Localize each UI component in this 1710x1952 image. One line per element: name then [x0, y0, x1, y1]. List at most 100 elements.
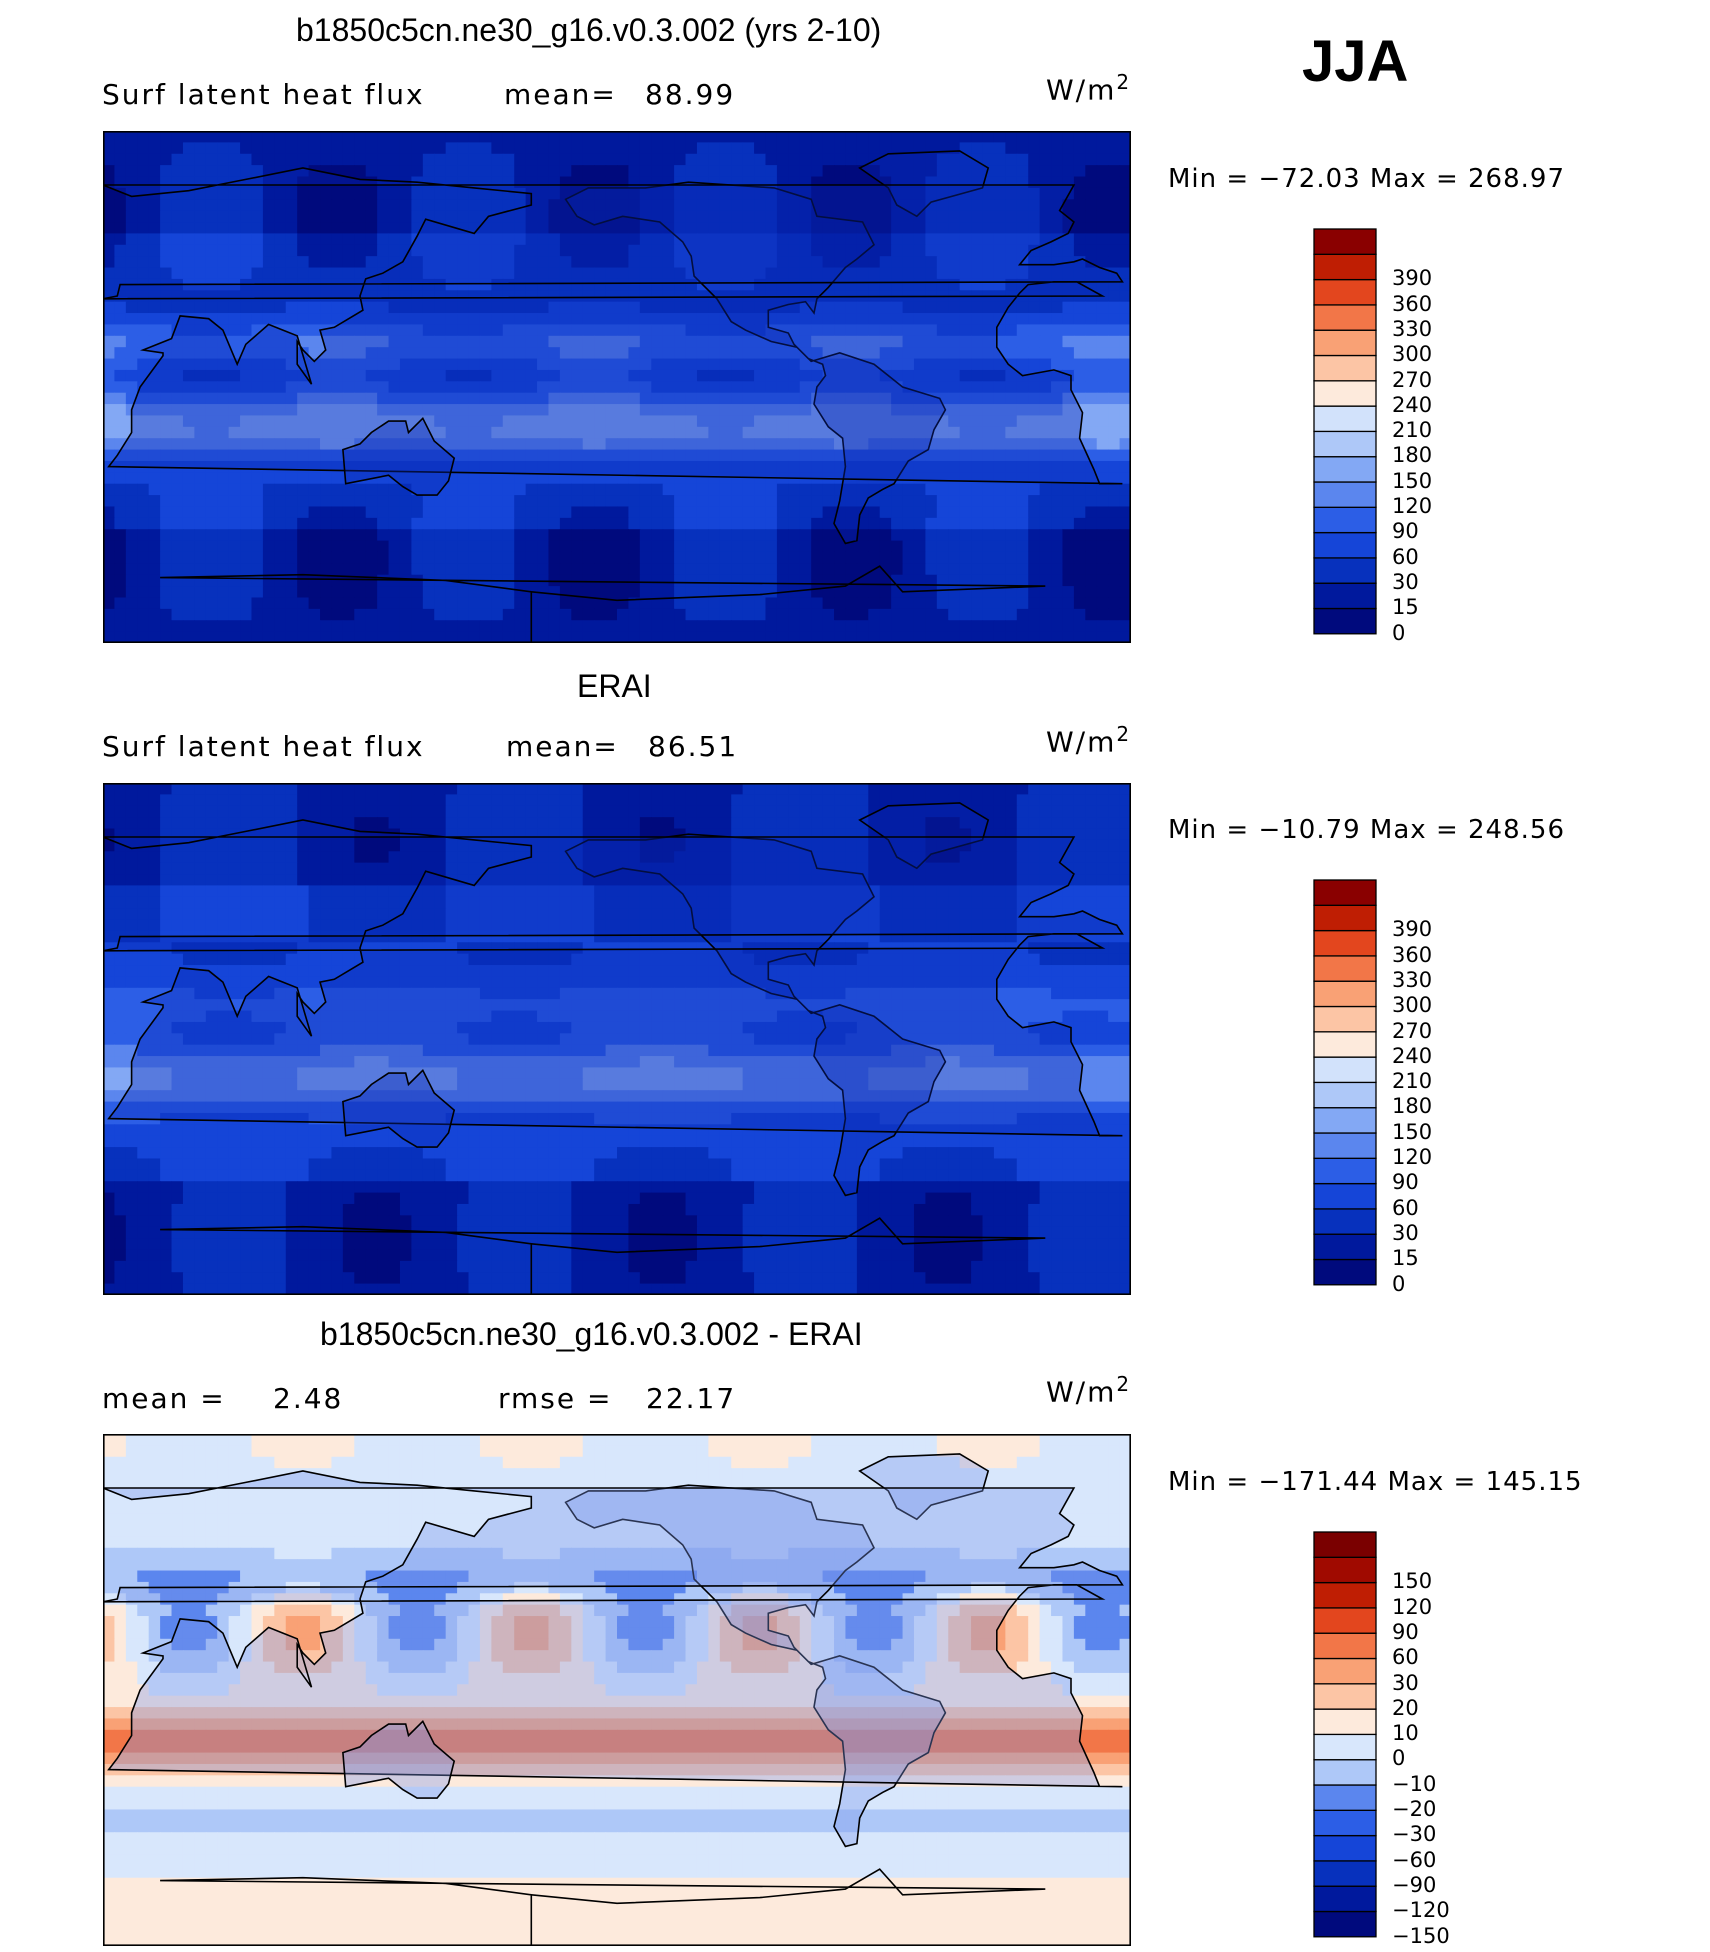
- field-cell: [948, 631, 961, 643]
- field-cell: [125, 597, 138, 610]
- field-cell: [765, 620, 778, 633]
- field-cell: [1039, 506, 1052, 519]
- field-cell: [1062, 828, 1075, 841]
- field-cell: [320, 540, 333, 553]
- field-cell: [525, 324, 538, 337]
- field-cell: [799, 551, 812, 564]
- field-cell: [719, 885, 732, 898]
- field-cell: [468, 404, 481, 417]
- field-cell: [217, 347, 230, 360]
- field-cell: [548, 244, 561, 257]
- field-cell: [582, 244, 595, 257]
- field-cell: [731, 472, 744, 485]
- panel1-minmax: Min = −72.03 Max = 268.97: [1168, 164, 1565, 194]
- field-cell: [537, 805, 550, 818]
- field-cell: [148, 472, 161, 485]
- field-cell: [411, 472, 424, 485]
- field-cell: [662, 278, 675, 291]
- field-cell: [354, 495, 367, 508]
- field-cell: [879, 233, 892, 246]
- field-cell: [594, 517, 607, 530]
- field-cell: [240, 369, 253, 382]
- field-cell: [240, 187, 253, 200]
- field-cell: [354, 828, 367, 841]
- field-cell: [811, 233, 824, 246]
- field-cell: [114, 495, 127, 508]
- field-cell: [171, 438, 184, 451]
- field-cell: [571, 313, 584, 326]
- field-cell: [137, 885, 150, 898]
- field-cell: [776, 460, 789, 473]
- field-cell: [754, 839, 767, 852]
- field-cell: [639, 828, 652, 841]
- field-cell: [628, 563, 641, 576]
- field-cell: [399, 495, 412, 508]
- field-cell: [948, 324, 961, 337]
- field-cell: [194, 794, 207, 807]
- field-cell: [685, 506, 698, 519]
- field-cell: [731, 839, 744, 852]
- field-cell: [731, 369, 744, 382]
- field-cell: [902, 187, 915, 200]
- field-cell: [422, 563, 435, 576]
- field-cell: [514, 483, 527, 496]
- field-cell: [468, 874, 481, 886]
- field-cell: [845, 828, 858, 841]
- field-cell: [834, 392, 847, 405]
- field-cell: [285, 817, 298, 830]
- field-cell: [776, 551, 789, 564]
- field-cell: [548, 438, 561, 451]
- field-cell: [594, 529, 607, 542]
- field-cell: [708, 210, 721, 223]
- field-cell: [685, 794, 698, 807]
- field-cell: [399, 460, 412, 473]
- field-cell: [182, 404, 195, 417]
- field-cell: [103, 839, 116, 852]
- field-cell: [799, 176, 812, 189]
- field-cell: [959, 165, 972, 178]
- field-cell: [537, 839, 550, 852]
- field-cell: [811, 597, 824, 610]
- field-cell: [434, 805, 447, 818]
- field-cell: [834, 222, 847, 234]
- field-cell: [274, 839, 287, 852]
- field-cell: [1028, 874, 1041, 886]
- field-cell: [457, 142, 470, 155]
- field-cell: [822, 222, 835, 234]
- field-cell: [445, 199, 458, 212]
- field-cell: [468, 347, 481, 360]
- field-cell: [856, 449, 869, 462]
- field-cell: [891, 449, 904, 462]
- field-cell: [160, 839, 173, 852]
- field-cell: [708, 267, 721, 280]
- field-cell: [1039, 369, 1052, 382]
- field-cell: [902, 256, 915, 269]
- field-cell: [320, 335, 333, 348]
- field-cell: [457, 472, 470, 485]
- field-cell: [674, 783, 687, 795]
- field-cell: [251, 131, 264, 143]
- field-cell: [834, 597, 847, 610]
- field-cell: [856, 540, 869, 553]
- field-cell: [1051, 449, 1064, 462]
- field-cell: [365, 210, 378, 223]
- field-cell: [662, 449, 675, 462]
- field-cell: [1016, 142, 1029, 155]
- field-cell: [639, 165, 652, 178]
- field-cell: [1016, 335, 1029, 348]
- field-cell: [594, 153, 607, 166]
- field-cell: [274, 426, 287, 439]
- field-cell: [160, 608, 173, 621]
- field-cell: [719, 222, 732, 234]
- field-cell: [993, 483, 1006, 496]
- field-cell: [320, 153, 333, 166]
- field-cell: [971, 369, 984, 382]
- field-cell: [217, 199, 230, 212]
- field-cell: [617, 256, 630, 269]
- field-cell: [251, 586, 264, 599]
- field-cell: [205, 426, 218, 439]
- field-cell: [982, 358, 995, 371]
- field-cell: [1028, 187, 1041, 200]
- field-cell: [1028, 608, 1041, 621]
- field-cell: [285, 392, 298, 405]
